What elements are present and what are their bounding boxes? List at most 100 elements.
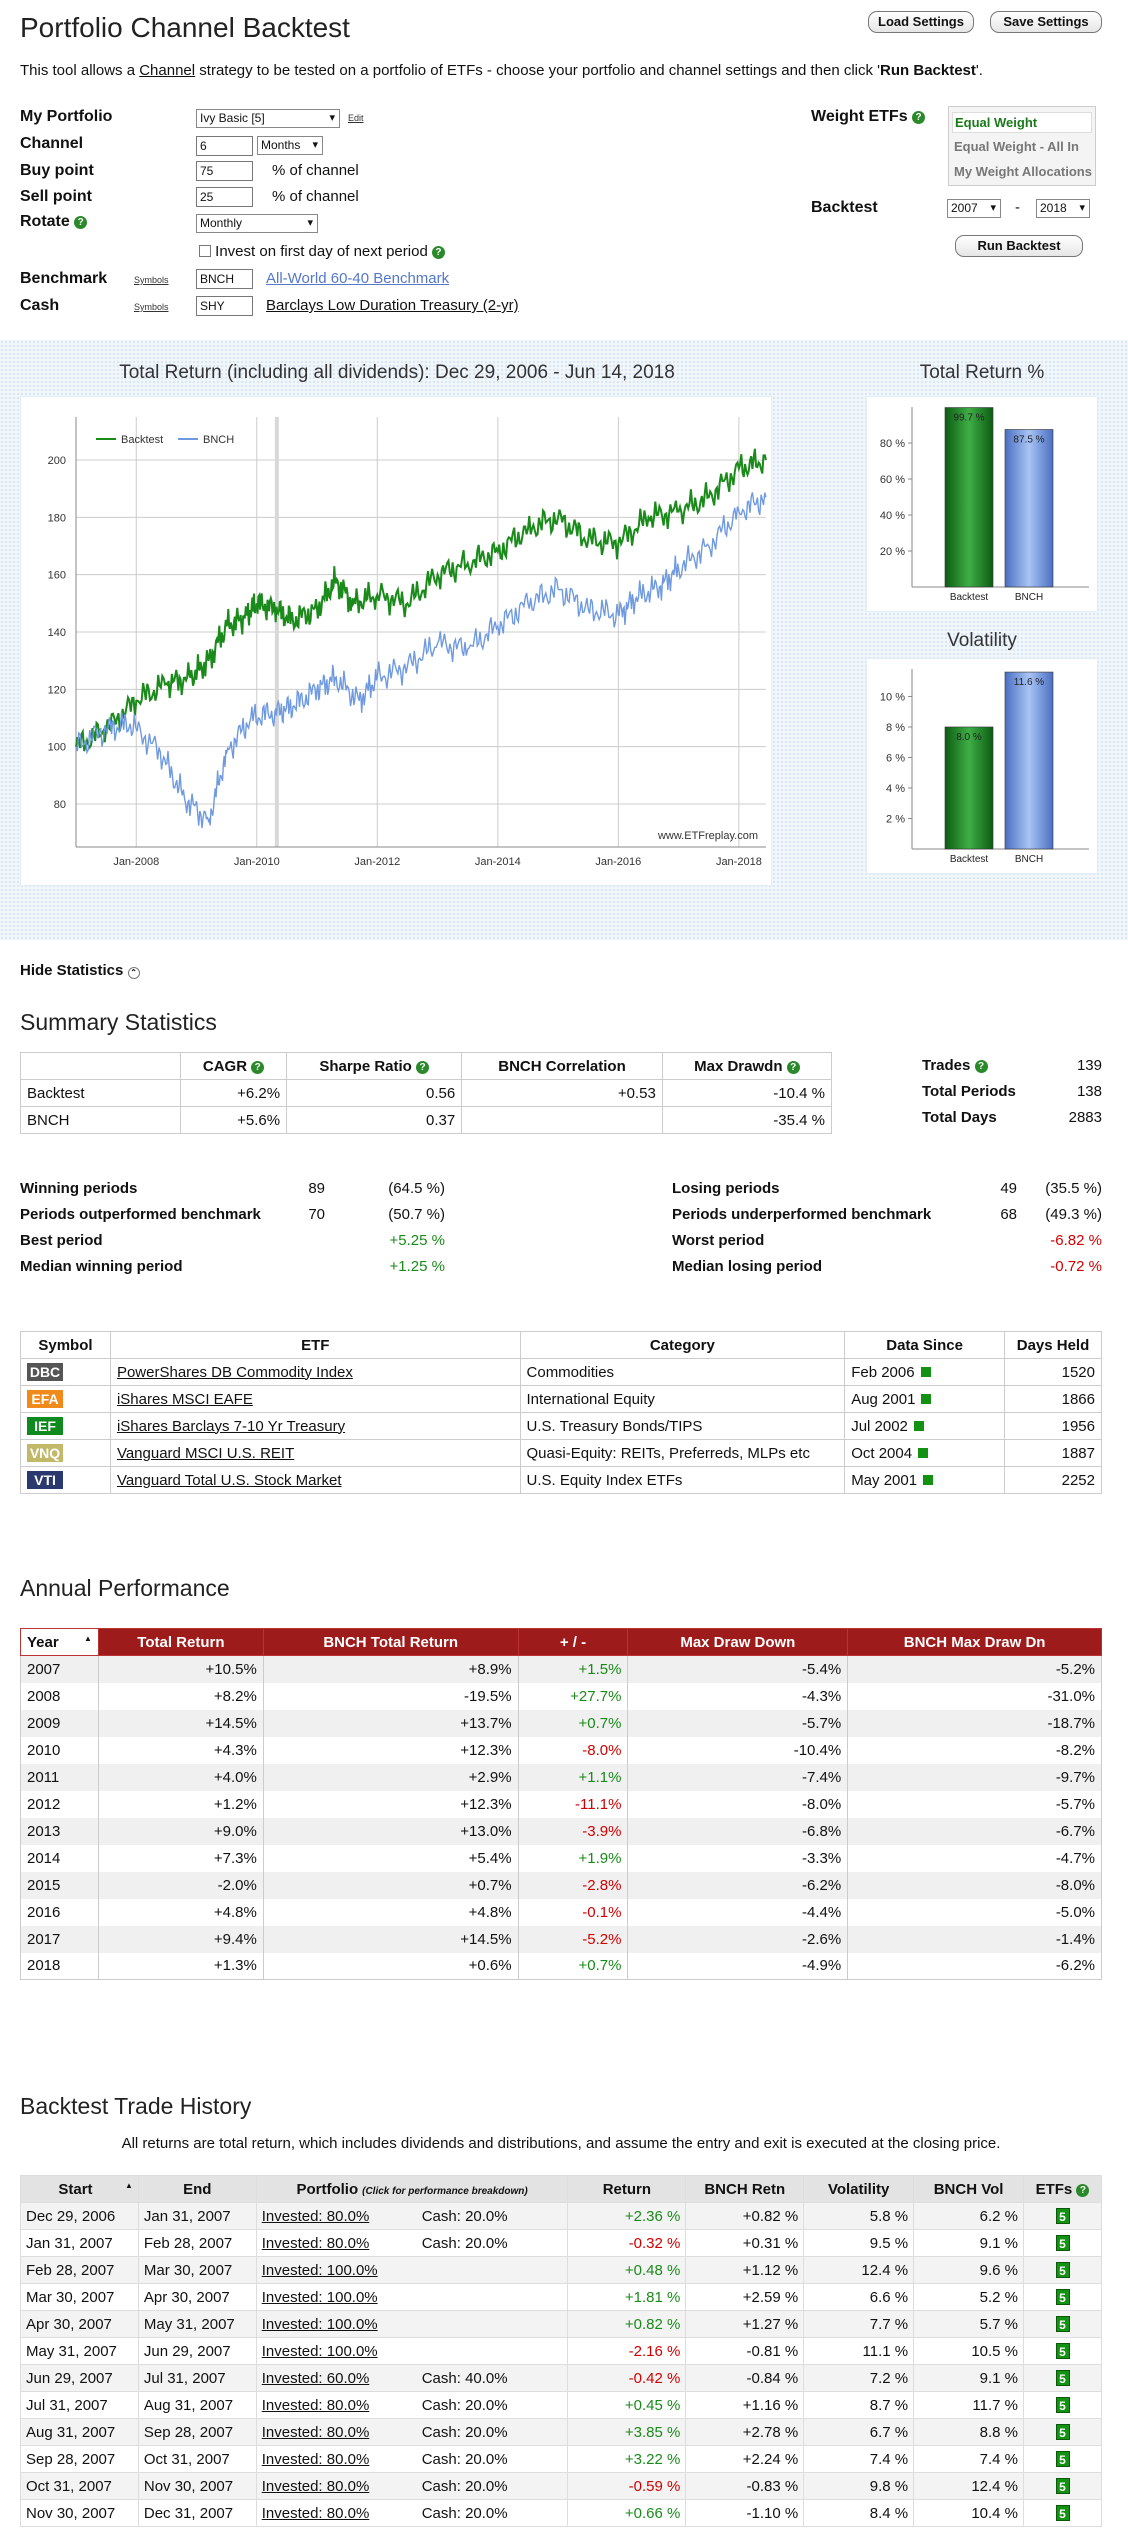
invested-link[interactable]: Invested: 80.0%	[261, 2234, 370, 2252]
annual-col-header[interactable]: Year ▲	[20, 1628, 99, 1656]
annual-cell: -9.7%	[847, 1763, 1102, 1791]
sell-point-input[interactable]: 25	[196, 187, 253, 207]
invested-link[interactable]: Invested: 80.0%	[261, 2396, 370, 2414]
annual-col-header[interactable]: Max Draw Down	[627, 1628, 849, 1656]
help-icon[interactable]: ?	[912, 111, 926, 124]
history-vol: 9.1 %	[913, 2229, 1025, 2257]
annual-row: 2011 +4.0% +2.9% +1.1% -7.4% -9.7%	[20, 1763, 1102, 1791]
x-tick-label: Jan-2018	[716, 856, 762, 868]
annual-cell: +13.7%	[262, 1709, 519, 1737]
etf-count-badge[interactable]: 5	[1055, 2288, 1070, 2305]
bar-backtest	[944, 726, 994, 850]
etf-symbol-badge[interactable]: VTI	[27, 1471, 63, 1489]
run-backtest-button[interactable]: Run Backtest	[955, 235, 1083, 257]
etf-count-badge[interactable]: 5	[1055, 2315, 1070, 2332]
help-icon[interactable]: ?	[431, 246, 445, 259]
series-line-bnch	[75, 492, 767, 829]
invested-link[interactable]: Invested: 100.0%	[261, 2315, 378, 2333]
help-icon[interactable]: ?	[786, 1060, 800, 1074]
etf-count-badge[interactable]: 5	[1055, 2423, 1070, 2440]
annual-cell: -1.4%	[847, 1925, 1102, 1953]
invested-link[interactable]: Invested: 60.0%	[261, 2369, 370, 2387]
total-return-chart: Jan-2008 Jan-2010 Jan-2012 Jan-2014 Jan-2016…	[48, 417, 767, 868]
help-icon[interactable]: ?	[1076, 2183, 1090, 2197]
invested-link[interactable]: Invested: 80.0%	[261, 2504, 370, 2522]
help-icon[interactable]: ?	[974, 1060, 988, 1073]
annual-cell: +8.2%	[97, 1682, 264, 1710]
etf-name-link[interactable]: PowerShares DB Commodity Index	[109, 1358, 521, 1386]
hide-statistics-toggle[interactable]: Hide Statistics ⌃	[20, 962, 140, 979]
invested-link[interactable]: Invested: 100.0%	[261, 2261, 378, 2279]
rotate-select[interactable]: Monthly	[196, 214, 318, 233]
annual-col-header[interactable]: BNCH Total Return	[262, 1628, 519, 1656]
invested-link[interactable]: Invested: 100.0%	[261, 2342, 378, 2360]
etf-data-since: Aug 2001	[844, 1385, 1006, 1413]
etf-name-link[interactable]: iShares Barclays 7-10 Yr Treasury	[109, 1412, 521, 1440]
etf-days-held: 1887	[1004, 1439, 1102, 1467]
portfolio-select[interactable]: Ivy Basic [5]	[196, 109, 340, 128]
side-stats: Trades ? 139 Total Periods 138 Total Days 2…	[922, 1053, 1102, 1131]
etf-count-badge[interactable]: 5	[1055, 2234, 1070, 2251]
invested-link[interactable]: Invested: 80.0%	[261, 2207, 370, 2225]
etf-symbol-badge[interactable]: VNQ	[27, 1444, 63, 1462]
annual-col-header[interactable]: BNCH Max Draw Dn	[847, 1628, 1102, 1656]
etf-name-link[interactable]: iShares MSCI EAFE	[109, 1385, 521, 1413]
history-portfolio: Invested: 80.0% Cash: 20.0%	[255, 2202, 569, 2230]
etf-count-badge[interactable]: 5	[1055, 2396, 1070, 2413]
annual-col-header[interactable]: + / -	[517, 1628, 629, 1656]
edit-portfolio-link[interactable]: Edit	[348, 113, 364, 123]
annual-cell: -2.8%	[517, 1871, 629, 1899]
etf-count-badge[interactable]: 5	[1055, 2504, 1070, 2521]
cash-input[interactable]: SHY	[196, 296, 253, 316]
benchmark-name-link[interactable]: All-World 60-40 Benchmark	[266, 270, 450, 287]
etf-count-badge[interactable]: 5	[1055, 2261, 1070, 2278]
etf-symbol-badge[interactable]: DBC	[27, 1363, 63, 1381]
history-vol: 6.7 %	[803, 2418, 915, 2446]
period-stat-row: Worst period -6.82 %	[672, 1232, 1102, 1249]
benchmark-input[interactable]: BNCH	[196, 269, 253, 289]
y-tick-label: 40 %	[880, 510, 905, 522]
etf-name-link[interactable]: Vanguard Total U.S. Stock Market	[109, 1466, 521, 1494]
volatility-title: Volatility	[947, 630, 1017, 651]
bar-backtest	[944, 407, 994, 588]
invested-link[interactable]: Invested: 100.0%	[261, 2288, 378, 2306]
help-icon[interactable]: ?	[251, 1060, 265, 1074]
load-settings-button[interactable]: Load Settings	[868, 11, 974, 33]
channel-help-link[interactable]: Channel	[139, 62, 196, 79]
history-return: +0.45 %	[567, 2391, 687, 2419]
weight-option-my[interactable]: My Weight Allocations	[954, 164, 1092, 179]
save-settings-button[interactable]: Save Settings	[990, 11, 1102, 33]
etf-count-badge[interactable]: 5	[1055, 2477, 1070, 2494]
etf-count-badge[interactable]: 5	[1055, 2369, 1070, 2386]
invested-link[interactable]: Invested: 80.0%	[261, 2423, 370, 2441]
weight-option-equal[interactable]: Equal Weight	[952, 112, 1092, 133]
etf-count-badge[interactable]: 5	[1055, 2207, 1070, 2224]
trade-history-title: Backtest Trade History	[20, 2093, 252, 2119]
annual-cell: +1.9%	[517, 1844, 629, 1872]
portfolio-label: My Portfolio	[20, 108, 113, 125]
invest-checkbox[interactable]	[199, 245, 211, 257]
etf-data-since: Jul 2002	[844, 1412, 1006, 1440]
cash-symbols-link[interactable]: Symbols	[134, 302, 169, 312]
benchmark-symbols-link[interactable]: Symbols	[134, 275, 169, 285]
backtest-from-select[interactable]: 2007	[947, 199, 1001, 218]
buy-point-input[interactable]: 75	[196, 161, 253, 181]
backtest-to-select[interactable]: 2018	[1036, 199, 1090, 218]
collapse-icon: ⌃	[127, 967, 140, 979]
invested-link[interactable]: Invested: 80.0%	[261, 2477, 370, 2495]
channel-input[interactable]: 6	[196, 136, 253, 156]
help-icon[interactable]: ?	[74, 216, 88, 229]
etf-symbol-badge[interactable]: IEF	[27, 1417, 63, 1435]
etf-name-link[interactable]: Vanguard MSCI U.S. REIT	[109, 1439, 521, 1467]
annual-row: 2012 +1.2% +12.3% -11.1% -8.0% -5.7%	[20, 1790, 1102, 1818]
annual-col-header[interactable]: Total Return	[97, 1628, 264, 1656]
weight-option-all-in[interactable]: Equal Weight - All In	[954, 139, 1079, 154]
etf-count-badge[interactable]: 5	[1055, 2450, 1070, 2467]
help-icon[interactable]: ?	[416, 1060, 430, 1074]
invested-link[interactable]: Invested: 80.0%	[261, 2450, 370, 2468]
cash-name-link[interactable]: Barclays Low Duration Treasury (2-yr)	[266, 297, 519, 314]
etf-count-badge[interactable]: 5	[1055, 2342, 1070, 2359]
etf-symbol-badge[interactable]: EFA	[27, 1390, 63, 1408]
total-return-title: Total Return %	[919, 362, 1045, 383]
channel-unit-select[interactable]: Months	[257, 136, 323, 155]
